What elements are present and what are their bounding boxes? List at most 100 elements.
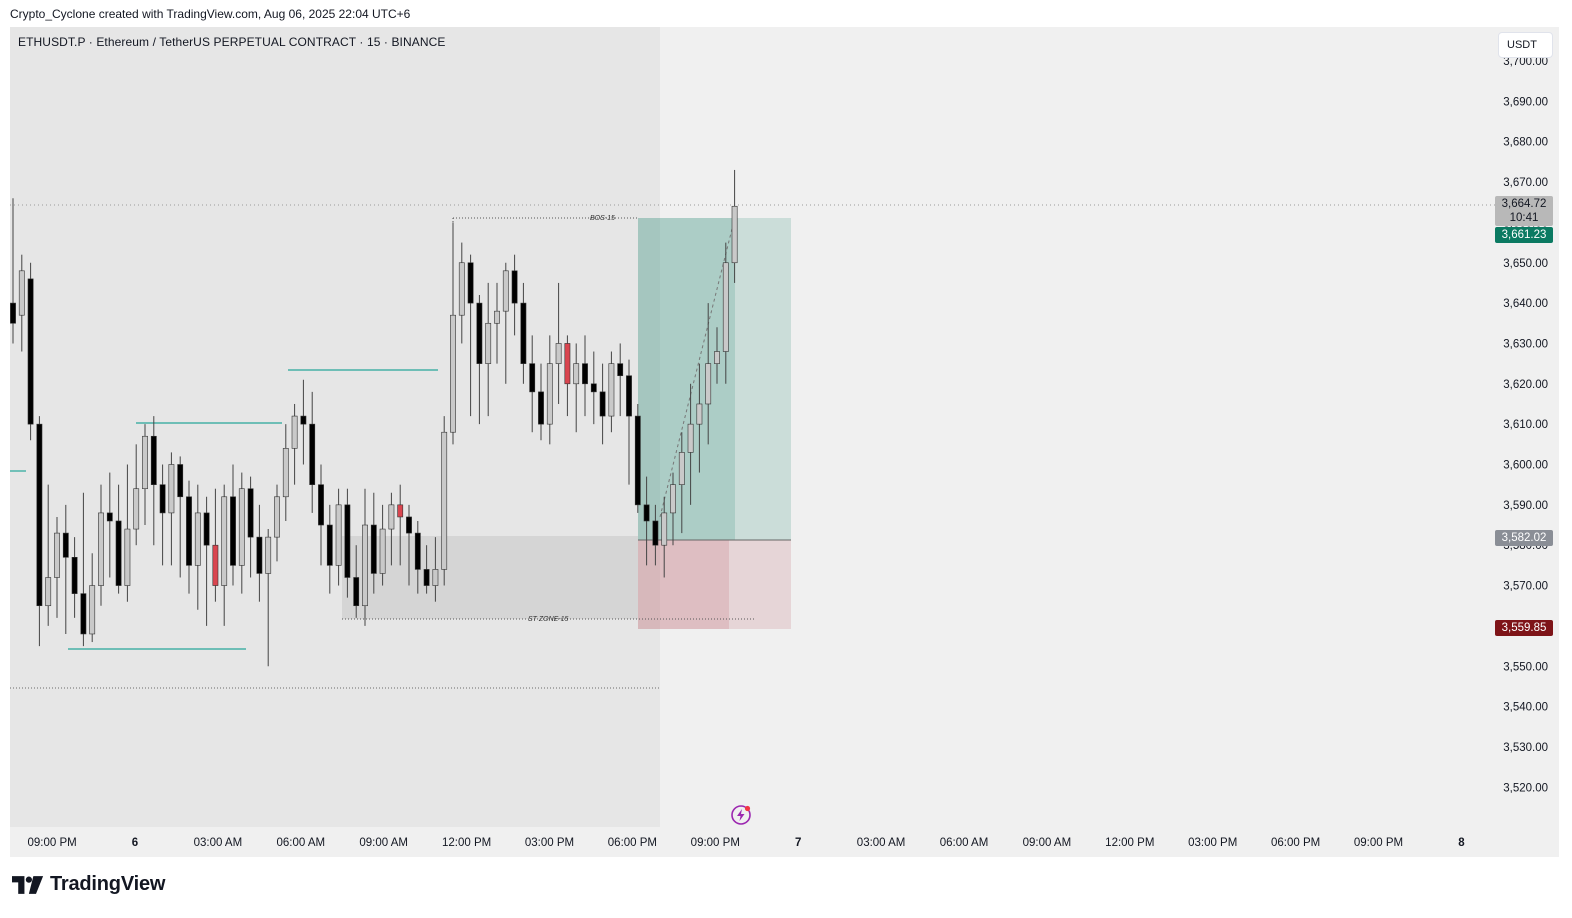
candle-body [362,524,368,607]
trade-zones [342,218,791,629]
entry-price-tag: 3,582.02 [1495,530,1553,546]
candle-body [520,302,527,364]
candle-body [538,391,544,425]
time-tick-label: 8 [1458,837,1465,849]
price-tick-label: 3,680.00 [1503,137,1548,149]
candle-body [203,512,210,546]
price-tick-label: 3,570.00 [1503,581,1548,593]
candle-body [36,423,43,607]
price-tick-label: 3,540.00 [1503,702,1548,714]
lightning-icon[interactable] [729,803,753,827]
time-tick-label: 09:00 AM [1023,837,1072,849]
candle-body [705,363,712,405]
candle-body [467,262,474,304]
candle-body [238,488,245,566]
currency-button[interactable]: USDT [1498,32,1553,58]
candle-body [150,435,157,485]
history-range-shade [10,27,660,827]
time-tick-label: 7 [795,837,801,849]
price-tick-label: 3,690.00 [1503,96,1548,108]
candle-body [564,343,571,385]
candle-body [62,532,69,558]
time-tick-label: 03:00 PM [1188,837,1237,849]
price-tick-label: 3,530.00 [1503,742,1548,754]
candle-body [450,314,456,433]
candle-body [388,504,395,530]
candle-body [282,448,289,498]
candle-body [335,504,342,566]
candle-body [300,415,307,425]
candle-body [133,488,140,530]
time-tick-label: 6 [132,837,138,849]
candle-body [353,577,360,607]
candle-body [89,585,96,635]
time-axis: 09:00 PM 6 03:00 AM 06:00 AM 09:00 AM 12:00 P… [27,837,1465,849]
price-tick-label: 3,550.00 [1503,661,1548,673]
candle-body [80,593,87,635]
candle-body [27,278,34,425]
time-tick-label: 03:00 AM [194,837,243,849]
price-tick-label: 3,600.00 [1503,460,1548,472]
candle-body [406,516,412,534]
price-tick-label: 3,650.00 [1503,258,1548,270]
time-tick-label: 09:00 PM [27,837,76,849]
candle-body [634,415,641,506]
candle-body [45,577,52,607]
candle-body [370,524,377,574]
symbol-description: ETHUSDT.P · Ethereum / TetherUS PERPETUA… [18,35,446,49]
candle-body [54,532,60,578]
candle-body [687,423,694,453]
take-profit-zone [638,218,791,540]
take-profit-zone-filled [638,218,735,540]
time-tick-label: 12:00 PM [442,837,491,849]
chart-credit: Crypto_Cyclone created with TradingView.… [10,7,411,21]
time-tick-label: 09:00 AM [359,837,408,849]
time-tick-label: 12:00 PM [1105,837,1154,849]
candle-body [458,262,465,316]
st-zone-box [342,536,638,619]
time-tick-label: 03:00 AM [857,837,906,849]
tradingview-wordmark: TradingView [50,873,166,895]
candle-body [71,557,78,594]
candle-body [441,431,448,570]
candle-body [599,391,606,417]
candle-body [502,270,509,312]
candle-body [476,302,483,364]
candle-body [670,484,676,514]
price-axis: 3,700.003,690.003,680.003,670.003,660.00… [1503,56,1548,794]
stop-loss-zone-filled [638,540,729,629]
price-tick-label: 3,640.00 [1503,298,1548,310]
candle-body [608,363,615,417]
candle-body [186,496,192,566]
candle-body [10,302,16,324]
candle-body [265,536,272,574]
price-tick-label: 3,590.00 [1503,500,1548,512]
tradingview-logo[interactable]: TradingView [12,873,165,896]
candle-body [106,512,113,522]
chart-plot[interactable]: BOS-15 ST ZONE-15 3,700.00 3,690.00 3,680.… [10,27,1559,857]
bos-label: BOS-15 [590,215,615,222]
candle-body [291,415,298,449]
candle-body [582,363,588,385]
candle-body [722,262,729,352]
candle-body [212,544,219,586]
stop-loss-zone [638,540,791,629]
candle-body [397,504,404,518]
chart-frame[interactable]: BOS-15 ST ZONE-15 3,700.00 3,690.00 3,680.… [10,27,1559,857]
price-tick-label: 3,610.00 [1503,419,1548,431]
candle-body [98,512,104,586]
candle-body [546,363,553,425]
price-tick-label: 3,700.00 [1503,56,1548,68]
candle-body [643,504,650,522]
candle-body [555,343,562,364]
candle-body [494,310,500,324]
candle-body [142,435,148,490]
price-tick-label: 3,620.00 [1503,379,1548,391]
candle-body [511,270,518,304]
candle-body [696,403,703,425]
candle-body [326,524,333,566]
candle-body [626,375,632,417]
candle-body [318,484,324,526]
candle-body [432,569,439,586]
candle-body [731,205,738,264]
